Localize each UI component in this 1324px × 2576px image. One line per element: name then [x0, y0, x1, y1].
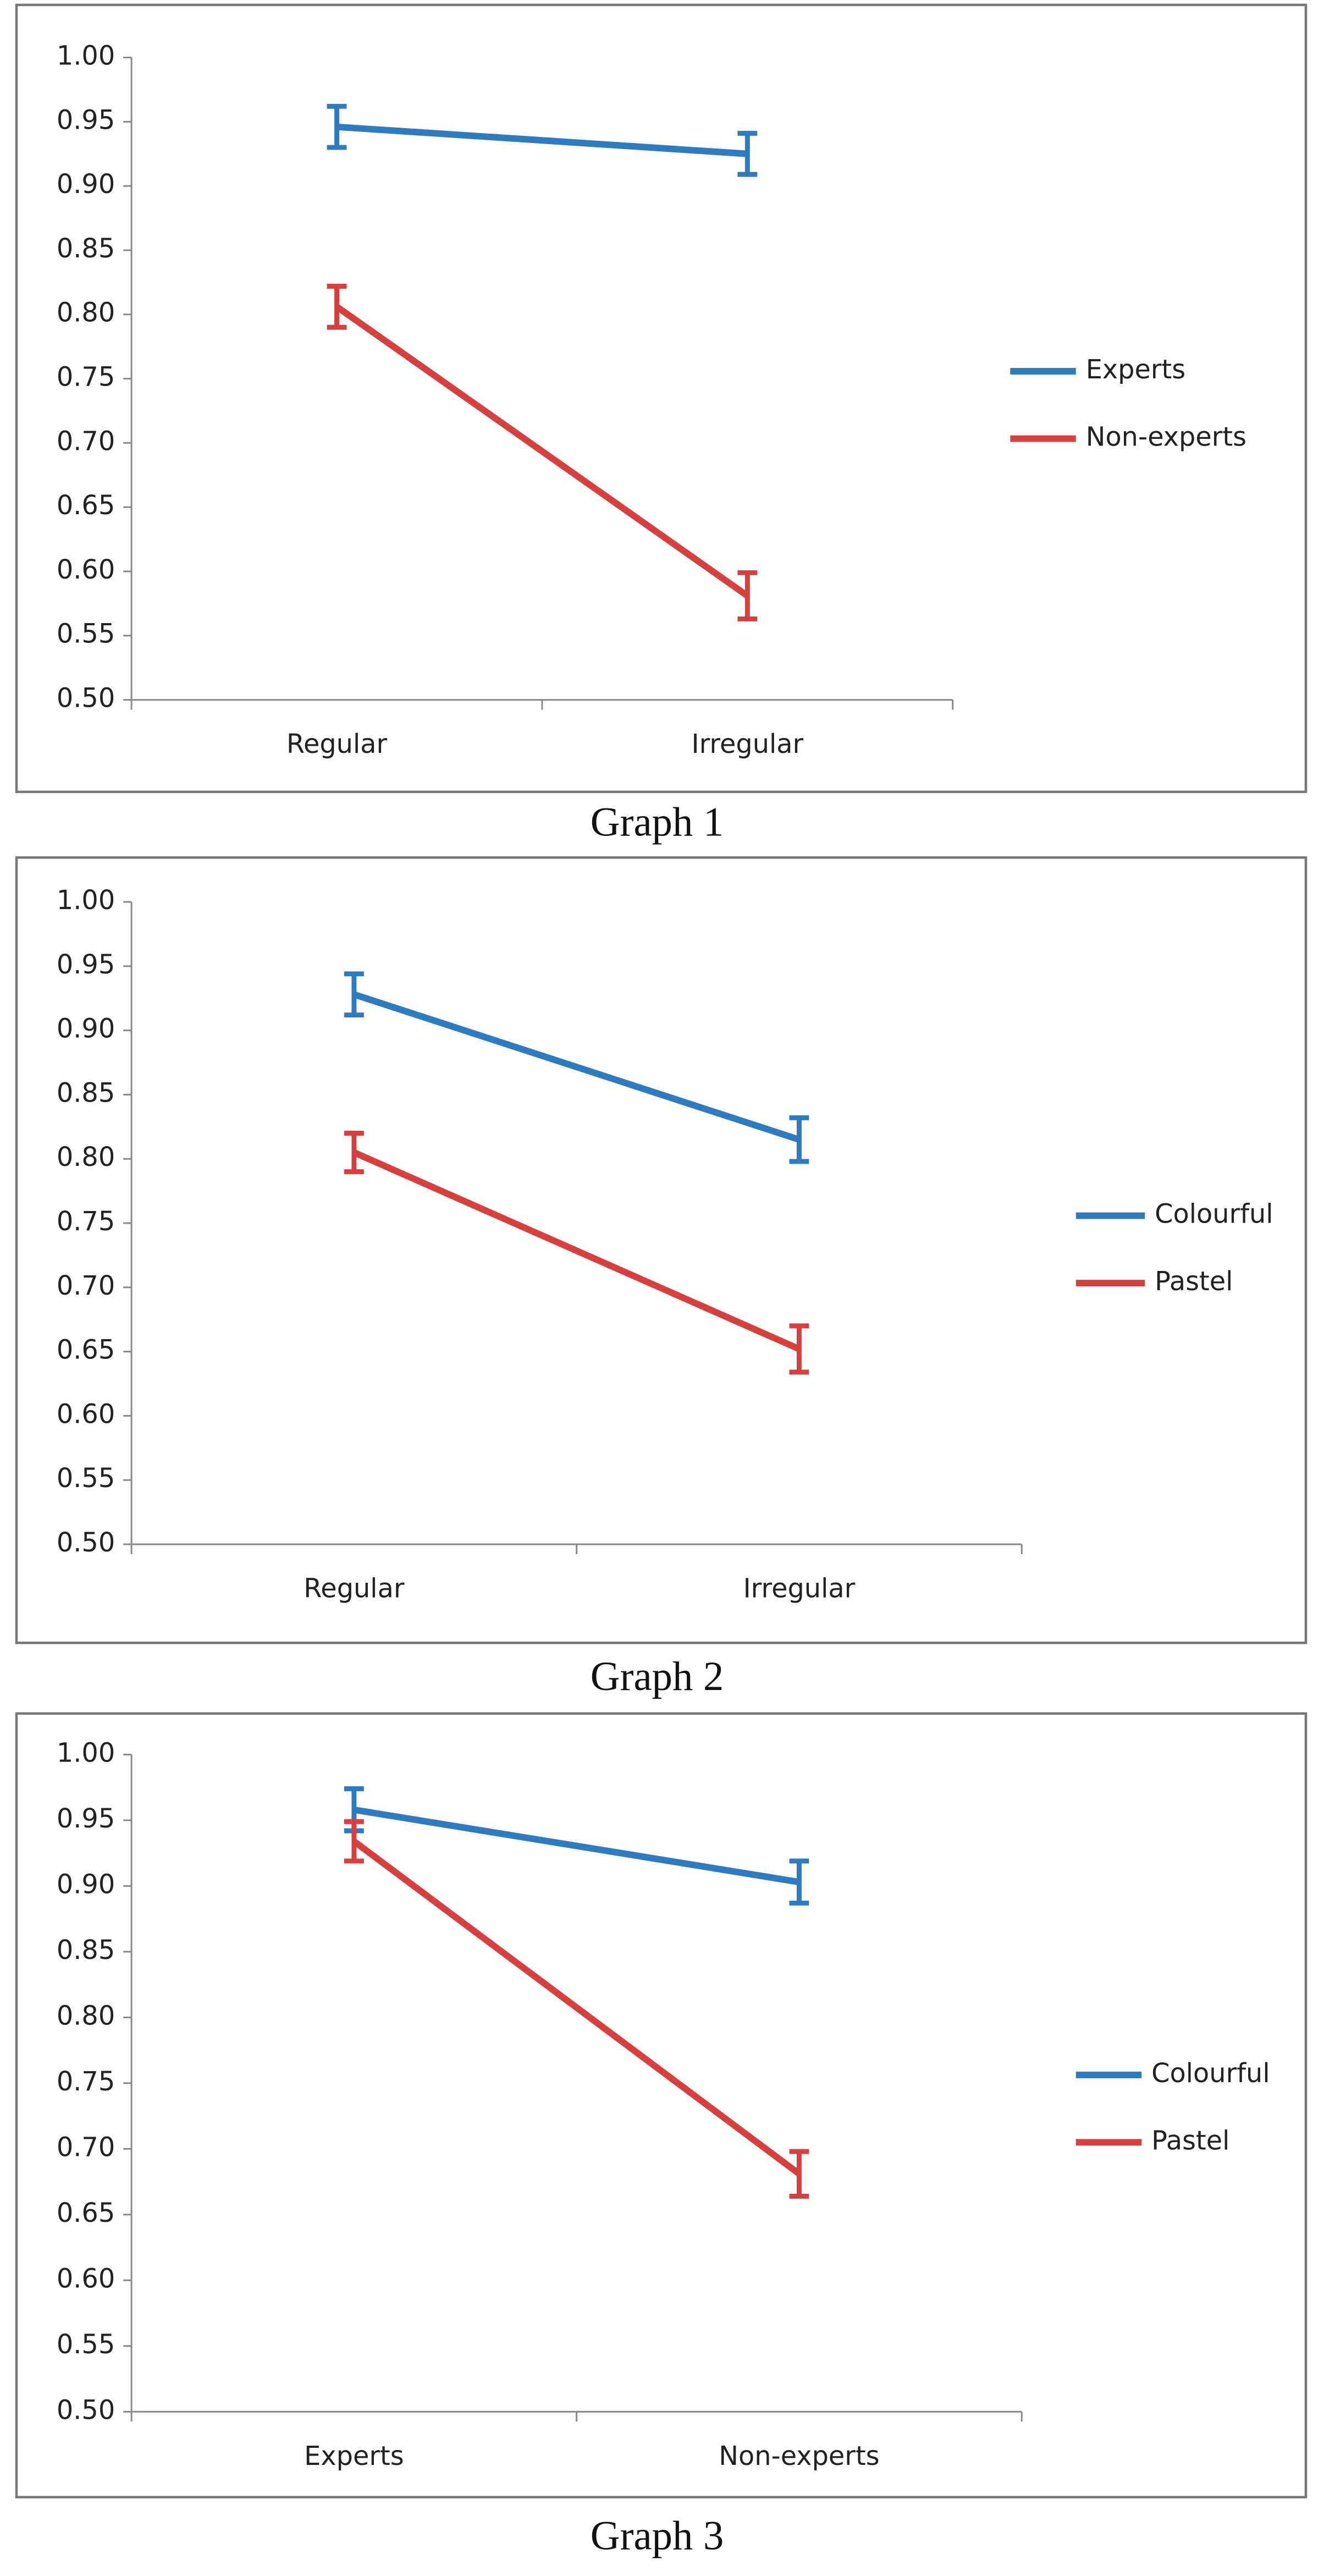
y-tick-label: 0.65 — [57, 491, 115, 521]
legend-label: Colourful — [1151, 2058, 1270, 2089]
y-tick-label: 0.80 — [57, 2001, 115, 2031]
y-tick-label: 0.80 — [57, 298, 115, 328]
y-tick-label: 0.95 — [57, 1804, 115, 1834]
y-tick-label: 0.85 — [57, 1935, 115, 1966]
series-line — [335, 304, 749, 599]
y-tick-label: 0.60 — [57, 555, 115, 585]
y-tick-label: 0.55 — [57, 1463, 115, 1494]
legend-label: Experts — [1086, 355, 1185, 385]
error-bar — [737, 570, 758, 621]
caption: Graph 2 — [591, 1654, 724, 1699]
y-tick-label: 0.50 — [57, 684, 115, 714]
y-tick-label: 0.55 — [57, 2330, 115, 2360]
error-bar — [789, 2149, 809, 2199]
chart-frame — [15, 3, 1308, 794]
legend-label: Colourful — [1155, 1199, 1273, 1230]
y-tick-label: 0.70 — [57, 1271, 115, 1301]
y-tick-label: 0.50 — [57, 2395, 115, 2425]
y-tick-label: 0.75 — [57, 2067, 115, 2097]
x-tick-label: Non-experts — [719, 2441, 879, 2472]
y-tick-label: 0.50 — [57, 1528, 115, 1558]
caption: Graph 1 — [591, 800, 724, 845]
y-tick-label: 0.95 — [57, 105, 115, 135]
y-tick-label: 0.65 — [57, 1335, 115, 1366]
legend-label: Non-experts — [1086, 422, 1246, 453]
y-tick-label: 0.70 — [57, 2132, 115, 2162]
error-bar — [789, 1323, 809, 1375]
y-tick-label: 0.55 — [57, 619, 115, 649]
y-tick-label: 1.00 — [57, 41, 115, 71]
x-tick-label: Regular — [304, 1574, 405, 1604]
error-bar — [789, 1115, 809, 1164]
error-bar — [327, 283, 347, 330]
y-tick-label: 0.75 — [57, 362, 115, 393]
error-bar — [789, 1858, 809, 1906]
error-bar — [327, 103, 347, 150]
error-bar — [344, 1131, 364, 1175]
y-tick-label: 0.95 — [57, 950, 115, 980]
error-bar — [344, 1819, 364, 1864]
y-tick-label: 0.90 — [57, 1869, 115, 1900]
series-line — [353, 1806, 800, 1886]
chart-frame — [15, 856, 1308, 1644]
error-bar — [344, 971, 364, 1018]
series-line — [352, 1149, 801, 1352]
series-line — [336, 123, 748, 157]
x-tick-label: Regular — [286, 729, 388, 759]
y-tick-label: 0.85 — [57, 1078, 115, 1108]
x-tick-label: Irregular — [691, 729, 803, 759]
x-tick-label: Experts — [304, 2441, 404, 2472]
caption: Graph 3 — [591, 2513, 724, 2558]
y-tick-label: 0.90 — [57, 169, 115, 200]
chart-frame — [15, 1712, 1308, 2498]
y-tick-label: 1.00 — [57, 885, 115, 916]
legend-label: Pastel — [1151, 2126, 1229, 2156]
y-tick-label: 1.00 — [57, 1738, 115, 1768]
series-line — [352, 1839, 802, 2177]
y-tick-label: 0.80 — [57, 1142, 115, 1173]
y-tick-label: 0.90 — [57, 1014, 115, 1044]
legend-label: Pastel — [1155, 1267, 1233, 1297]
series-line — [353, 991, 801, 1143]
y-tick-label: 0.85 — [57, 234, 115, 264]
y-tick-label: 0.60 — [57, 2264, 115, 2294]
error-bar — [737, 130, 758, 177]
x-tick-label: Irregular — [743, 1574, 856, 1604]
y-tick-label: 0.75 — [57, 1207, 115, 1237]
y-tick-label: 0.65 — [57, 2198, 115, 2228]
y-tick-label: 0.60 — [57, 1399, 115, 1429]
y-tick-label: 0.70 — [57, 426, 115, 456]
